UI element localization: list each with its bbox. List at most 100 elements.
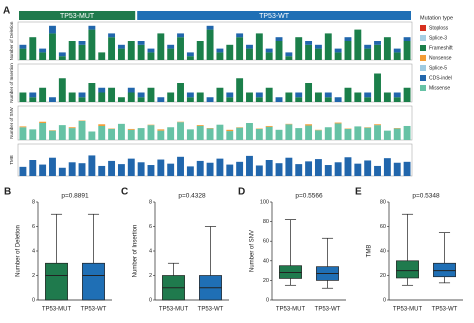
bar: [29, 129, 37, 140]
bar: [334, 48, 342, 53]
bar: [78, 92, 86, 98]
bar: [374, 125, 381, 140]
bar: [98, 125, 106, 140]
bar: [49, 25, 56, 34]
bar: [295, 92, 303, 98]
bar: [29, 160, 37, 176]
bar: [196, 92, 204, 102]
bar: [285, 56, 293, 60]
group-label: TP53-MUT: [60, 13, 95, 20]
x-tick-label: TP53-WT: [315, 307, 341, 313]
group-header: [19, 11, 136, 20]
bar: [88, 29, 96, 60]
bar: [196, 160, 204, 176]
bar: [314, 130, 322, 140]
bar: [354, 29, 362, 60]
bar: [88, 83, 96, 102]
bar: [216, 52, 224, 60]
bar: [305, 44, 313, 60]
bar: [78, 44, 86, 60]
bar: [117, 48, 125, 60]
bar: [108, 160, 116, 176]
bar: [393, 97, 401, 102]
bar: [117, 123, 125, 140]
bar: [157, 129, 165, 131]
bar: [226, 97, 234, 102]
panel-frame: [17, 105, 413, 141]
bar: [186, 52, 194, 57]
bar: [206, 162, 214, 176]
bar: [39, 87, 47, 102]
y-tick-label: 60: [263, 239, 269, 245]
box: [433, 262, 456, 278]
x-tick-label: TP53-WT: [432, 307, 458, 313]
bar: [98, 124, 106, 126]
y-tick-label: 100: [260, 199, 269, 205]
bar: [58, 52, 66, 57]
bar: [186, 92, 194, 98]
bar: [39, 164, 47, 176]
bar: [216, 87, 224, 102]
bar: [364, 92, 372, 98]
panel-frame: [17, 21, 413, 61]
bar: [383, 92, 391, 102]
bar: [324, 165, 332, 176]
bar: [265, 52, 273, 60]
panel-frame: [17, 143, 413, 177]
bar: [137, 97, 145, 102]
bar: [364, 160, 372, 176]
bar: [226, 92, 234, 98]
y-tick-label: 2: [32, 273, 35, 279]
p-value: p=0.4328: [178, 193, 206, 200]
bar: [275, 97, 283, 102]
bar: [68, 128, 76, 140]
bar: [275, 163, 283, 176]
bar: [403, 125, 411, 140]
bar: [167, 44, 175, 49]
legend-swatch: [420, 35, 426, 41]
legend-label: Splice-3: [429, 35, 447, 41]
bar: [314, 44, 322, 49]
bar: [206, 25, 214, 30]
y-tick-label: 40: [263, 258, 269, 264]
bar: [58, 56, 66, 60]
y-tick-label: 6: [32, 224, 35, 230]
bar: [265, 160, 273, 176]
panel-label: D: [238, 187, 245, 198]
y-axis-label: Number of Insertion: [133, 225, 139, 278]
bar: [314, 48, 322, 60]
bar: [324, 127, 332, 140]
x-tick-label: TP53-MUT: [159, 307, 189, 313]
legend-label: Splice-5: [429, 65, 447, 71]
bar: [19, 92, 27, 102]
bar: [374, 165, 381, 176]
y-tick-label: 0: [32, 297, 35, 303]
bar: [334, 122, 342, 124]
y-axis-label: Number of SNV: [9, 107, 14, 139]
bar: [334, 52, 342, 60]
bar: [374, 41, 381, 45]
bar: [108, 37, 116, 60]
bar: [344, 157, 352, 176]
bar: [285, 124, 293, 140]
y-tick-label: 80: [263, 219, 269, 225]
bar: [127, 129, 135, 140]
bar: [374, 44, 381, 60]
bar: [186, 129, 194, 140]
bar: [393, 92, 401, 98]
bar: [285, 52, 293, 57]
bar: [78, 41, 86, 45]
bar: [246, 155, 253, 176]
bar: [344, 128, 352, 140]
bar: [236, 33, 244, 38]
bar: [78, 97, 86, 102]
panel-label: B: [4, 187, 11, 198]
bar: [157, 33, 165, 60]
panel-label: E: [355, 187, 362, 198]
bar: [147, 125, 155, 140]
bar: [344, 37, 352, 41]
legend-label: Missense: [429, 85, 450, 91]
bar: [305, 83, 313, 102]
y-tick-label: 4: [32, 248, 35, 254]
bar: [137, 128, 145, 140]
